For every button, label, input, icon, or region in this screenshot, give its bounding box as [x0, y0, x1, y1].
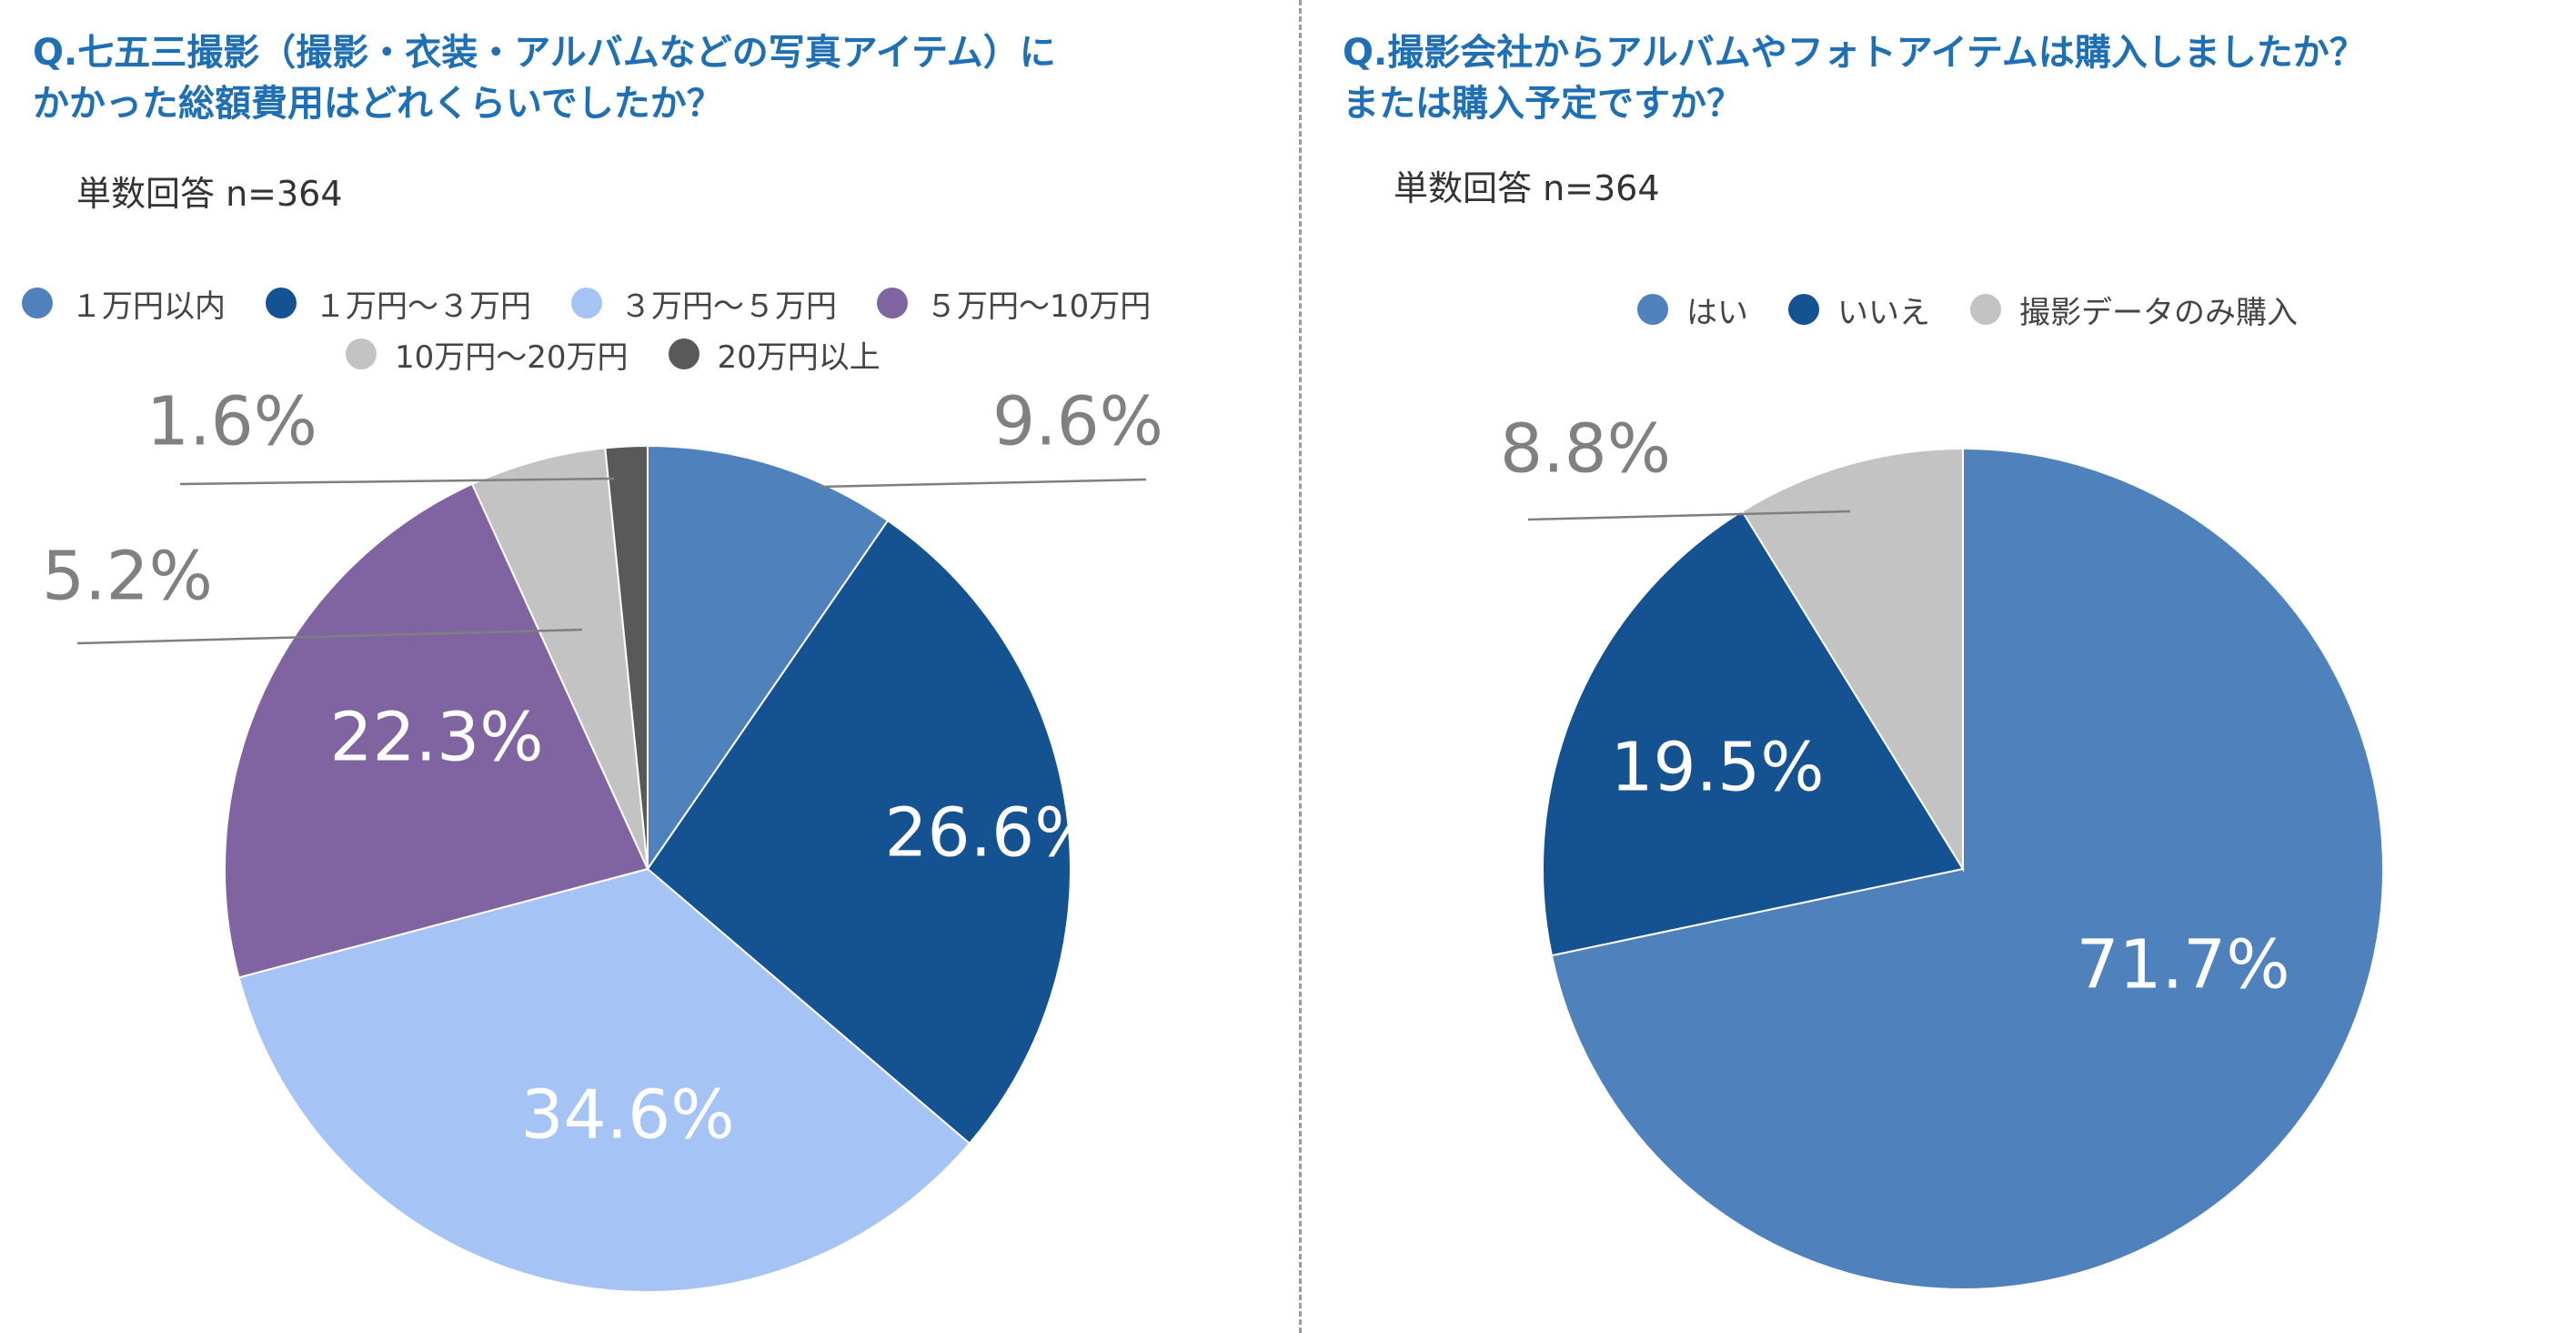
legend-marker — [22, 288, 53, 318]
pie-slice — [604, 444, 649, 870]
data-label: 19.5% — [1610, 729, 1824, 807]
data-label: 22.3% — [329, 699, 543, 777]
legend-marker — [1637, 294, 1668, 325]
pie-slice — [237, 867, 971, 1293]
pie-slice — [470, 447, 649, 870]
legend-label: 20万円以上 — [717, 338, 880, 376]
legend-marker — [877, 288, 908, 318]
question-title-2: Q.撮影会社からアルバムやフォトアイテムは購入しましたか？ または購入予定ですか… — [1343, 27, 2576, 129]
pie-slice — [646, 519, 1072, 1146]
data-label: 26.6% — [884, 794, 1098, 873]
legend-label: はい — [1686, 294, 1748, 331]
legend-item: １万円以内 — [22, 281, 226, 326]
pie-slice — [647, 444, 890, 873]
legend-label: ３万円～５万円 — [620, 288, 837, 325]
legend-marker — [1788, 294, 1819, 325]
legend-label: 10万円～20万円 — [395, 338, 629, 376]
pie-chart-cost: 9.6% 26.6% 34.6% 22.3% 5.2% 1.6% — [42, 383, 1163, 1293]
legend-marker — [346, 338, 377, 369]
legend-item: １万円～３万円 — [266, 281, 531, 326]
chart-panel-left: Q.七五三撮影（撮影・衣装・アルバムなどの写真アイテム）に かかった総額費用はど… — [22, 27, 1270, 1293]
data-label: 8.8% — [1500, 410, 1671, 489]
question-line: Q.七五三撮影（撮影・衣装・アルバムなどの写真アイテム）に — [33, 32, 1056, 74]
data-label: 1.6% — [146, 383, 317, 461]
panel-divider — [1299, 0, 1302, 1333]
legend-item: ５万円～10万円 — [877, 281, 1151, 326]
question-line: かかった総額費用はどれくらいでしたか？ — [33, 83, 723, 125]
data-label: 34.6% — [520, 1076, 734, 1155]
legend-item: 撮影データのみ購入 — [1970, 288, 2298, 332]
legend-marker — [266, 288, 297, 318]
leader-line — [76, 628, 583, 645]
legend-item: 20万円以上 — [668, 332, 880, 377]
data-label: 5.2% — [42, 538, 213, 616]
sample-size-label: 単数回答 n=364 — [76, 174, 343, 214]
pie-slice — [1740, 447, 1964, 873]
legend-label: いいえ — [1837, 294, 1930, 331]
leader-line — [818, 478, 1147, 489]
leader-line — [179, 477, 615, 486]
legend-row: はい いいえ 撮影データのみ購入 — [1637, 284, 2338, 335]
legend-label: １万円～３万円 — [315, 288, 531, 325]
sample-size-label: 単数回答 n=364 — [1394, 168, 1660, 208]
data-label: 71.7% — [2076, 926, 2289, 1005]
legend-2: はい いいえ 撮影データのみ購入 — [1637, 284, 2338, 335]
legend-1: １万円以内 １万円～３万円 ３万円～５万円 ５万円～10万円 10万円～20万円 20万円… — [22, 278, 1191, 379]
pie-slice — [1542, 510, 1965, 957]
legend-marker — [668, 338, 699, 369]
legend-item: はい — [1637, 288, 1748, 332]
pie-slice — [1550, 447, 2384, 1290]
legend-label: 撮影データのみ購入 — [2019, 294, 2298, 331]
legend-marker — [1970, 294, 2001, 325]
chart-panel-right: Q.撮影会社からアルバムやフォトアイテムは購入しましたか？ または購入予定ですか… — [1310, 0, 2576, 1333]
legend-marker — [571, 288, 602, 318]
legend-label: １万円以内 — [71, 288, 226, 325]
pie-slice — [224, 482, 649, 979]
leader-line — [1527, 510, 1851, 521]
data-label: 9.6% — [992, 383, 1163, 461]
legend-label: ５万円～10万円 — [926, 288, 1152, 325]
question-title-1: Q.七五三撮影（撮影・衣装・アルバムなどの写真アイテム）に かかった総額費用はど… — [33, 27, 1270, 129]
question-line: または購入予定ですか？ — [1343, 83, 1743, 125]
legend-item: 10万円～20万円 — [346, 332, 629, 377]
pie-chart-purchase: 71.7% 19.5% 8.8% — [1500, 410, 2384, 1290]
legend-row: １万円以内 １万円～３万円 ３万円～５万円 ５万円～10万円 — [22, 278, 1191, 328]
legend-item: いいえ — [1788, 288, 1930, 332]
legend-item: ３万円～５万円 — [571, 281, 837, 326]
question-line: Q.撮影会社からアルバムやフォトアイテムは購入しましたか？ — [1343, 32, 2366, 74]
legend-row: 10万円～20万円 20万円以上 — [22, 328, 1191, 379]
